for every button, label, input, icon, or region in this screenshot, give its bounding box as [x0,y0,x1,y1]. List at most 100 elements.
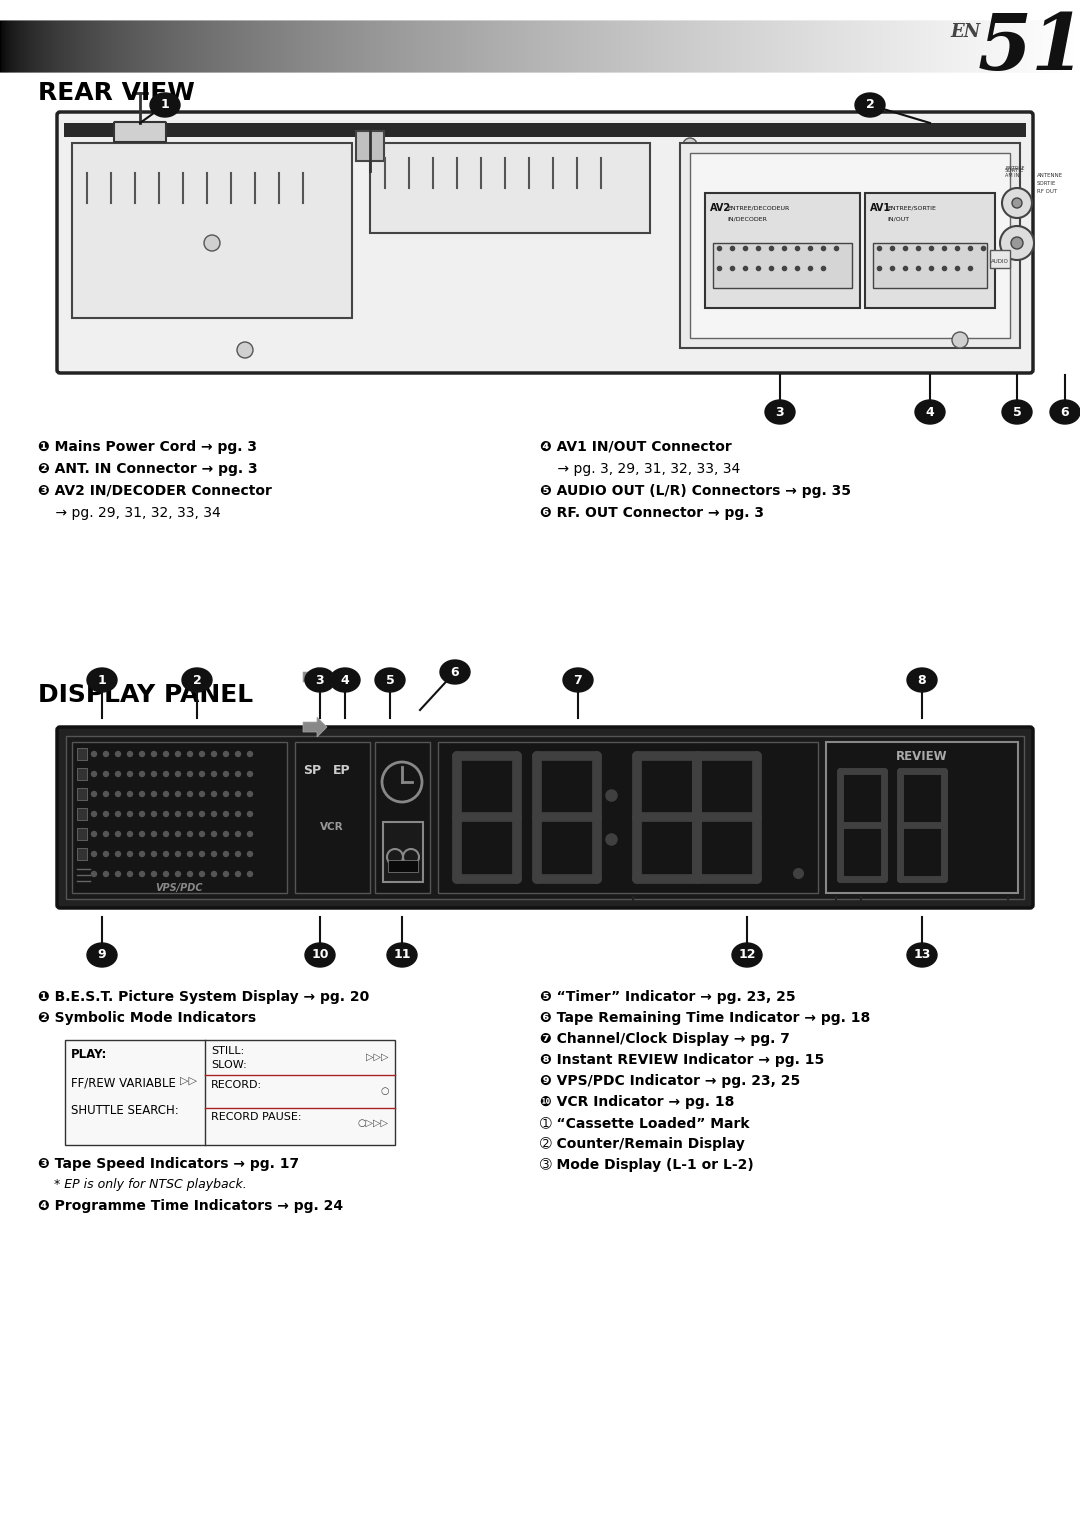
Circle shape [151,871,157,876]
Text: ENTREE/DECODEUR: ENTREE/DECODEUR [727,206,789,211]
Text: 7: 7 [573,673,582,687]
Circle shape [247,812,253,816]
Circle shape [175,772,180,777]
Circle shape [92,852,96,856]
Text: ENTREE/SORTIE: ENTREE/SORTIE [887,206,936,211]
Text: AM IN: AM IN [1005,172,1020,179]
Bar [388,861,418,871]
Circle shape [237,342,253,359]
Bar [873,243,987,288]
Ellipse shape [87,943,117,967]
Bar [826,742,1018,893]
Circle shape [188,832,192,836]
Bar [72,742,287,893]
Bar [713,243,852,288]
Circle shape [235,832,241,836]
Text: ▷▷: ▷▷ [180,1076,197,1087]
Circle shape [175,871,180,876]
Text: 5: 5 [1013,406,1022,418]
Text: 10: 10 [311,949,328,961]
Circle shape [116,852,121,856]
Circle shape [127,772,133,777]
Bar [356,131,384,162]
Text: 3: 3 [775,406,784,418]
Circle shape [139,751,145,757]
Text: ❼ Channel/Clock Display → pg. 7: ❼ Channel/Clock Display → pg. 7 [540,1032,789,1045]
Text: 3: 3 [315,673,324,687]
Circle shape [224,871,229,876]
Ellipse shape [907,943,937,967]
Text: 2: 2 [192,673,201,687]
Circle shape [116,792,121,797]
Circle shape [212,772,216,777]
Text: RECORD PAUSE:: RECORD PAUSE: [211,1112,301,1122]
Polygon shape [303,667,327,687]
Circle shape [104,832,108,836]
Circle shape [212,792,216,797]
Text: 51: 51 [978,9,1080,87]
Ellipse shape [765,400,795,424]
Bar [680,143,1020,348]
Circle shape [104,792,108,797]
Circle shape [200,751,204,757]
Text: ○▷▷▷: ○▷▷▷ [357,1119,389,1128]
Circle shape [382,761,422,803]
Text: ❽ Instant REVIEW Indicator → pg. 15: ❽ Instant REVIEW Indicator → pg. 15 [540,1053,824,1067]
Text: 5: 5 [386,673,394,687]
Circle shape [104,772,108,777]
Text: AV1: AV1 [870,203,891,214]
Circle shape [139,832,145,836]
Circle shape [200,812,204,816]
Circle shape [139,772,145,777]
Circle shape [212,812,216,816]
Circle shape [200,832,204,836]
Circle shape [247,772,253,777]
Circle shape [116,772,121,777]
Text: 9: 9 [97,949,106,961]
Bar [690,153,1010,337]
Circle shape [224,751,229,757]
Text: SLOW:: SLOW: [211,1061,246,1070]
Circle shape [1002,188,1032,218]
Circle shape [235,812,241,816]
Circle shape [139,812,145,816]
Bar [990,250,1010,269]
Circle shape [163,751,168,757]
Text: REAR VIEW: REAR VIEW [38,81,194,105]
Circle shape [683,137,697,153]
Circle shape [127,751,133,757]
Text: PLAY:: PLAY: [71,1048,107,1061]
Circle shape [235,772,241,777]
Text: RF OUT: RF OUT [1037,189,1057,194]
Text: ❷ Symbolic Mode Indicators: ❷ Symbolic Mode Indicators [38,1012,256,1025]
Bar [375,742,430,893]
Circle shape [127,792,133,797]
Text: 13: 13 [914,949,931,961]
Circle shape [247,751,253,757]
Circle shape [104,751,108,757]
Text: AUDIO: AUDIO [991,259,1009,264]
Bar [438,742,818,893]
Circle shape [139,852,145,856]
Ellipse shape [1050,400,1080,424]
Text: ➂ Mode Display (L-1 or L-2): ➂ Mode Display (L-1 or L-2) [540,1158,754,1172]
Ellipse shape [87,668,117,691]
Circle shape [163,852,168,856]
Circle shape [151,832,157,836]
Circle shape [175,832,180,836]
Text: AV2: AV2 [710,203,731,214]
Circle shape [212,751,216,757]
Ellipse shape [907,668,937,691]
Circle shape [188,772,192,777]
Circle shape [387,848,403,865]
Text: ❹ Programme Time Indicators → pg. 24: ❹ Programme Time Indicators → pg. 24 [38,1199,343,1213]
Circle shape [200,772,204,777]
Circle shape [127,812,133,816]
Circle shape [92,832,96,836]
Bar [64,124,1026,137]
Bar [65,1041,395,1144]
Bar [77,748,87,760]
Circle shape [163,832,168,836]
Text: * EP is only for NTSC playback.: * EP is only for NTSC playback. [38,1178,246,1190]
Text: DISPLAY PANEL: DISPLAY PANEL [38,684,253,707]
